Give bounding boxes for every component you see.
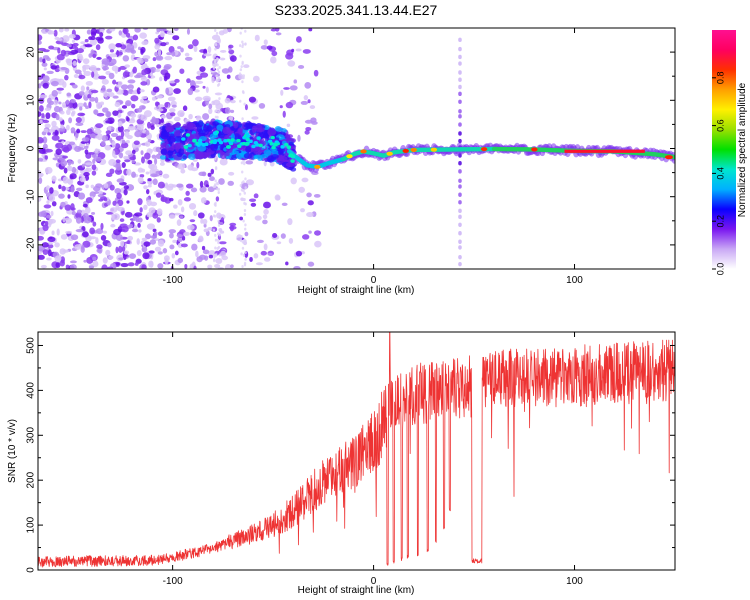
colorbar: 0.0 0.2 0.4 0.6 0.8 Normalized spectral ampl… — [712, 30, 748, 275]
snr-plot-area — [38, 332, 675, 568]
spectrogram-y-tick-label: -20 — [26, 237, 37, 252]
snr-y-tick-label: 500 — [26, 337, 37, 354]
snr-frame — [37, 331, 676, 571]
snr-series-line — [38, 332, 675, 568]
spectrogram-x-tick-label: -100 — [163, 275, 183, 286]
snr-y-tick-label: 300 — [26, 427, 37, 444]
snr-panel: -100 0 100 0 100 200 300 400 500 Height of strai… — [7, 331, 676, 596]
spectrogram-y-tick-label: 10 — [26, 94, 37, 106]
snr-x-label: Height of straight line (km) — [298, 585, 415, 596]
spectrogram-x-tick-label: 100 — [566, 275, 583, 286]
snr-x-tick-label: -100 — [163, 576, 183, 587]
spectrogram-noise-blobs — [38, 28, 322, 269]
snr-ticks: -100 0 100 0 100 200 300 400 500 — [26, 332, 675, 587]
spectrogram-x-label: Height of straight line (km) — [298, 285, 415, 296]
spectrogram-image — [38, 28, 675, 269]
snr-y-tick-label: 100 — [26, 516, 37, 533]
figure-title: S233.2025.341.13.44.E27 — [275, 2, 438, 18]
colorbar-tick-label: 0.2 — [715, 215, 725, 228]
spectrogram-y-tick-label: 20 — [26, 46, 37, 58]
spectrogram-y-tick-label: 0 — [26, 145, 37, 151]
spectrogram-y-tick-label: -10 — [26, 189, 37, 204]
snr-y-label: SNR (10 * v/v) — [7, 419, 18, 483]
snr-x-tick-label: 100 — [566, 576, 583, 587]
colorbar-tick-label: 0.6 — [715, 119, 725, 132]
colorbar-bar — [712, 30, 736, 269]
snr-y-tick-label: 400 — [26, 382, 37, 399]
spectrogram-y-label: Frequency (Hz) — [7, 114, 18, 183]
spectrogram-x-tick-label: 0 — [371, 275, 377, 286]
colorbar-label: Normalized spectral amplitude — [737, 82, 748, 217]
colorbar-tick-label: 0.4 — [715, 167, 725, 180]
colorbar-tick-label: 0.8 — [715, 72, 725, 85]
colorbar-tick-label: 0.0 — [715, 263, 725, 276]
spectrogram-ridge — [159, 118, 675, 173]
snr-y-tick-label: 200 — [26, 471, 37, 488]
snr-y-tick-label: 0 — [26, 567, 37, 573]
snr-x-tick-label: 0 — [371, 576, 377, 587]
colorbar-ticks: 0.0 0.2 0.4 0.6 0.8 — [712, 72, 725, 276]
